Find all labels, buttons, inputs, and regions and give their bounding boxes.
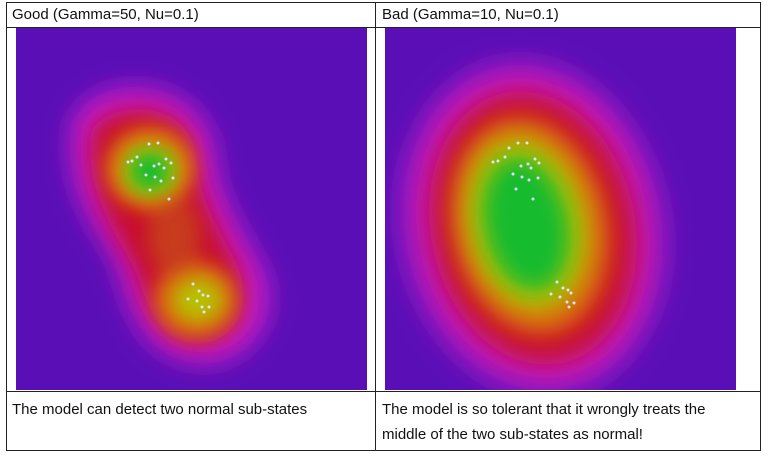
bad-decision-map <box>385 28 736 390</box>
caption-divider <box>7 391 760 392</box>
good-panel-caption: The model can detect two normal sub-stat… <box>12 401 308 418</box>
good-heatmap-svg <box>16 28 367 390</box>
bad-panel-caption: The model is so tolerant that it wrongly… <box>382 401 706 443</box>
comparison-table: Good (Gamma=50, Nu=0.1) Bad (Gamma=10, N… <box>6 2 761 451</box>
bad-heatmap-svg <box>385 28 736 390</box>
good-training-points <box>126 141 211 314</box>
bad-training-points <box>491 141 576 309</box>
bad-panel-title: Bad (Gamma=10, Nu=0.1) <box>382 6 559 23</box>
good-decision-map <box>16 28 367 390</box>
good-panel-title: Good (Gamma=50, Nu=0.1) <box>12 6 199 23</box>
header-divider <box>7 27 760 28</box>
column-divider <box>375 3 376 450</box>
bad-green-core <box>482 156 570 292</box>
